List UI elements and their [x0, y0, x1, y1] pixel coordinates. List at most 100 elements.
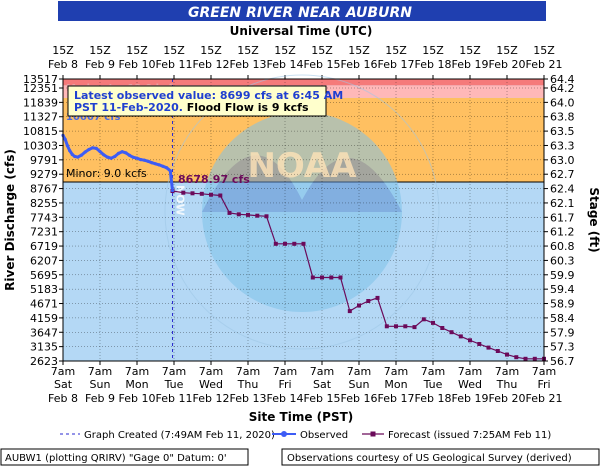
top-tick-time: 15Z [89, 44, 111, 57]
top-tick-time: 15Z [52, 44, 74, 57]
bottom-tick-time: 7am [532, 365, 556, 378]
bottom-tick-date: Feb 16 [341, 392, 378, 405]
forecast-point [273, 241, 278, 246]
bottom-tick-day: Mon [125, 378, 148, 391]
bottom-axis-title: Site Time (PST) [249, 410, 354, 424]
top-tick-time: 15Z [200, 44, 222, 57]
forecast-point [283, 241, 287, 246]
bottom-tick-time: 7am [162, 365, 186, 378]
observed-start-label: 10667 cfs [66, 112, 121, 123]
forecast-point [301, 241, 306, 246]
right-tick-label: 58.4 [550, 312, 575, 325]
right-tick-label: 61.7 [550, 211, 575, 224]
right-tick-label: 63.0 [550, 154, 575, 167]
footer-right-box [281, 448, 600, 466]
left-tick-label: 2623 [30, 355, 58, 368]
right-tick-label: 57.3 [550, 341, 575, 354]
forecast-points [170, 189, 546, 361]
left-tick-label: 6207 [30, 254, 58, 267]
observed-point [142, 158, 146, 162]
bottom-tick-day: Mon [384, 378, 407, 391]
forecast-point [495, 349, 500, 353]
top-tick-time: 15Z [311, 44, 333, 57]
right-axis-title: Stage (ft) [587, 187, 601, 252]
bottom-tick-time: 7am [88, 365, 112, 378]
bottom-tick-date: Feb 13 [230, 392, 267, 405]
forecast-point [375, 295, 380, 300]
right-tick-label: 60.8 [550, 240, 575, 253]
title-bar [58, 1, 546, 21]
forecast-point [458, 334, 463, 339]
right-tick-label: 57.9 [550, 326, 575, 339]
bottom-tick-day: Fri [278, 378, 291, 391]
forecast-point [505, 352, 509, 357]
forecast-point [227, 210, 232, 215]
top-tick-date: Feb 16 [341, 58, 378, 71]
left-tick-label: 3647 [30, 326, 58, 339]
forecast-point [209, 192, 213, 197]
forecast-point [384, 324, 389, 329]
forecast-point [477, 342, 482, 346]
bottom-tick-day: Thu [237, 378, 259, 391]
top-tick-time: 15Z [348, 44, 370, 57]
bottom-tick-date: Feb 11 [156, 392, 193, 405]
forecast-point [366, 299, 371, 303]
last-value-label: 8678.97 cfs [178, 173, 250, 186]
top-tick-date: Feb 13 [230, 58, 267, 71]
left-tick-label: 8255 [30, 197, 58, 210]
bottom-tick-date: Feb 14 [267, 392, 304, 405]
forecast-point [181, 190, 186, 195]
top-tick-date: Feb 9 [85, 58, 115, 71]
left-tick-label: 7743 [30, 211, 58, 224]
bottom-tick-date: Feb 8 [48, 392, 78, 405]
top-tick-date: Feb 14 [267, 58, 304, 71]
bottom-tick-date: Feb 10 [119, 392, 156, 405]
bottom-tick-time: 7am [199, 365, 223, 378]
left-tick-label: 9791 [30, 154, 58, 167]
forecast-point [190, 191, 195, 196]
left-tick-label: 4671 [30, 298, 58, 311]
chart-title: GREEN RIVER NEAR AUBURN [188, 5, 412, 21]
top-tick-time: 15Z [385, 44, 407, 57]
forecast-point [246, 212, 250, 217]
forecast-point [329, 275, 334, 280]
annotation-box [67, 85, 327, 117]
bottom-tick-date: Feb 12 [193, 392, 230, 405]
bottom-tick-time: 7am [273, 365, 297, 378]
legend-observed: Observed [300, 430, 348, 441]
observed-point [109, 156, 113, 160]
observed-point [131, 155, 135, 159]
forecast-point [440, 326, 445, 330]
observed-point [116, 151, 121, 155]
observed-point [157, 163, 161, 167]
forecast-point [431, 320, 435, 325]
forecast-point [468, 338, 472, 343]
left-tick-label: 9279 [30, 168, 58, 181]
forecast-point [199, 191, 204, 196]
footer-left-box [0, 448, 249, 466]
legend-forecast: Forecast (issued 7:25AM Feb 11) [388, 430, 551, 441]
right-tick-label: 56.7 [550, 355, 575, 368]
footer-right: Observations courtesy of US Geological S… [287, 453, 572, 464]
top-tick-date: Feb 11 [156, 58, 193, 71]
plot-border [62, 78, 545, 362]
bottom-tick-time: 7am [384, 365, 408, 378]
right-tick-label: 64.2 [550, 82, 575, 95]
plot-area: NOAA NOW Moderate: 12.0 kcfs 10667 cfs L… [61, 74, 546, 362]
left-tick-label: 3135 [30, 341, 58, 354]
right-tick-label: 63.3 [550, 139, 575, 152]
left-tick-label: 10815 [23, 125, 58, 138]
top-tick-date: Feb 15 [304, 58, 341, 71]
forecast-point [523, 356, 528, 361]
observed-point [105, 155, 109, 159]
left-axis-title: River Discharge (cfs) [3, 149, 17, 291]
bottom-tick-day: Thu [496, 378, 518, 391]
top-tick-time: 15Z [163, 44, 185, 57]
forecast-point [292, 241, 297, 246]
right-tick-label: 64.0 [550, 96, 575, 109]
watermark-text: NOAA [247, 146, 357, 186]
bottom-tick-day: Fri [537, 378, 550, 391]
top-tick-time: 15Z [237, 44, 259, 57]
